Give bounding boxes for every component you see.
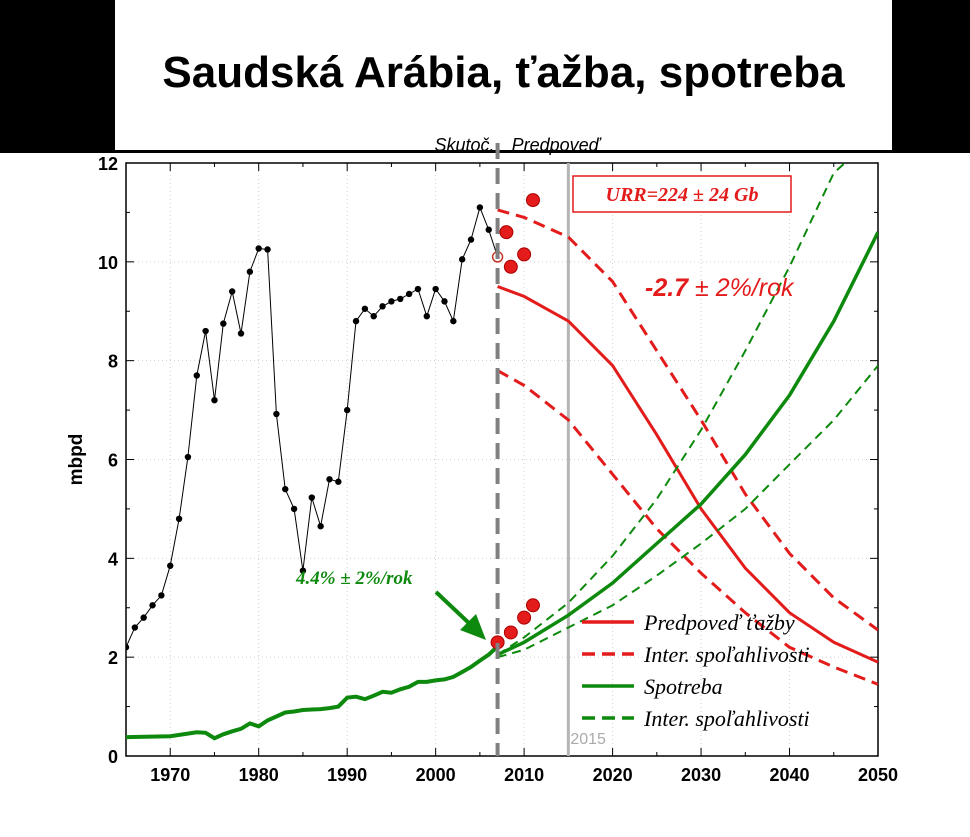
production-history-point [423,312,430,320]
production-history-point [237,330,245,337]
plot-area [126,163,878,756]
left-black-panel [0,0,115,153]
production-history-point [255,245,262,252]
production-history-point [397,295,404,303]
legend-label: Predpoveď ťažby [643,610,795,635]
production-history-point [317,523,324,530]
production-history-point [335,478,342,485]
production-history-point [158,592,165,599]
production-history-point [167,562,174,569]
title-underline [0,150,970,153]
production-history-point [476,204,484,211]
production-history-point [273,410,280,418]
production-history-point [485,226,492,233]
production-history-point [149,602,156,609]
y-tick-label: 4 [108,549,118,569]
production-history-point [211,397,218,404]
x-tick-label: 2000 [416,765,456,785]
urr-box [572,175,792,213]
recent-consumption-point [503,625,518,640]
recent-production-point [517,247,532,262]
legend: Predpoveď ťažby Inter. spoľahlivosti Spotr… [582,610,810,731]
actual-label: Skutoč. [435,135,495,155]
production-history-point [370,312,377,320]
recent-production-point [525,193,540,208]
production-history-point [343,406,351,414]
production-history-point [175,515,183,522]
y-tick-label: 6 [108,451,118,471]
production-history-point [467,236,475,243]
production-history-point [264,246,271,253]
recent-production-point [503,259,518,274]
production-history-point [131,624,139,631]
consumption-history-line [126,644,499,741]
production-forecast-line [497,285,878,664]
growth-arrow-shaft [434,590,474,628]
forecast-label: Predpoveď [512,135,602,155]
production-history-point [441,298,448,305]
production-forecast-upper-line [497,208,878,632]
y-axis-label: mbpd [66,434,87,486]
year-2015-label: 2015 [570,731,606,748]
y-tick-label: 8 [108,352,118,372]
decline-rate-value: -2.7 [645,274,689,302]
production-history-point [282,485,289,493]
production-history-point [202,327,209,335]
x-tick-label: 1980 [239,765,279,785]
x-tick-label: 2050 [858,765,898,785]
production-history-point [352,317,360,325]
production-history-point [405,290,413,298]
production-history-point [184,453,192,461]
x-tick-label: 2040 [770,765,810,785]
production-history-point [450,317,457,325]
production-history-point [388,298,395,305]
legend-label: Inter. spoľahlivosti [643,642,810,667]
production-history-point [432,285,439,293]
production-history-point [379,303,386,310]
y-tick-label: 10 [98,253,118,273]
decline-rate-label: -2.7 ± 2%/rok [645,274,795,302]
grid [126,162,879,757]
x-tick-label: 1970 [150,765,190,785]
recent-consumption-point [525,598,540,613]
production-history-point [308,494,315,501]
production-history-point [246,268,254,275]
production-history-point [299,567,307,574]
right-black-panel [892,0,970,153]
consumption-forecast-line [496,231,878,657]
production-forecast-lower-line [496,369,878,686]
consumption-forecast-lower-line [497,364,878,659]
production-history-point [193,372,200,379]
production-history-point [220,320,227,327]
production-history-point [326,476,333,483]
x-tick-label: 2030 [681,765,721,785]
x-tick-label: 1990 [327,765,367,785]
decline-rate-rest: ± 2%/rok [688,274,795,302]
legend-label: Spotreba [644,674,723,699]
growth-rate-label: 4.4% ± 2%/rok [295,568,413,589]
production-history-point [414,285,422,293]
consumption-forecast-upper-line [497,163,847,656]
legend-label: Inter. spoľahlivosti [643,706,810,731]
growth-arrow-head [460,614,486,640]
urr-label: URR=224 ± 24 Gb [606,184,759,206]
recent-production-point [499,225,514,240]
production-history-point [140,614,147,621]
x-tick-label: 2020 [593,765,633,785]
production-history-point [361,305,369,312]
production-history-point [290,505,298,513]
production-history-point [458,256,466,263]
y-tick-label: 12 [98,154,118,174]
slide-title: Saudská Arábia, ťažba, spotreba [162,48,845,97]
production-history-point [228,288,236,295]
x-tick-label: 2010 [504,765,544,785]
y-tick-label: 2 [108,648,118,668]
y-tick-label: 0 [108,747,118,767]
recent-consumption-point [517,610,532,625]
production-history-point [126,644,130,651]
